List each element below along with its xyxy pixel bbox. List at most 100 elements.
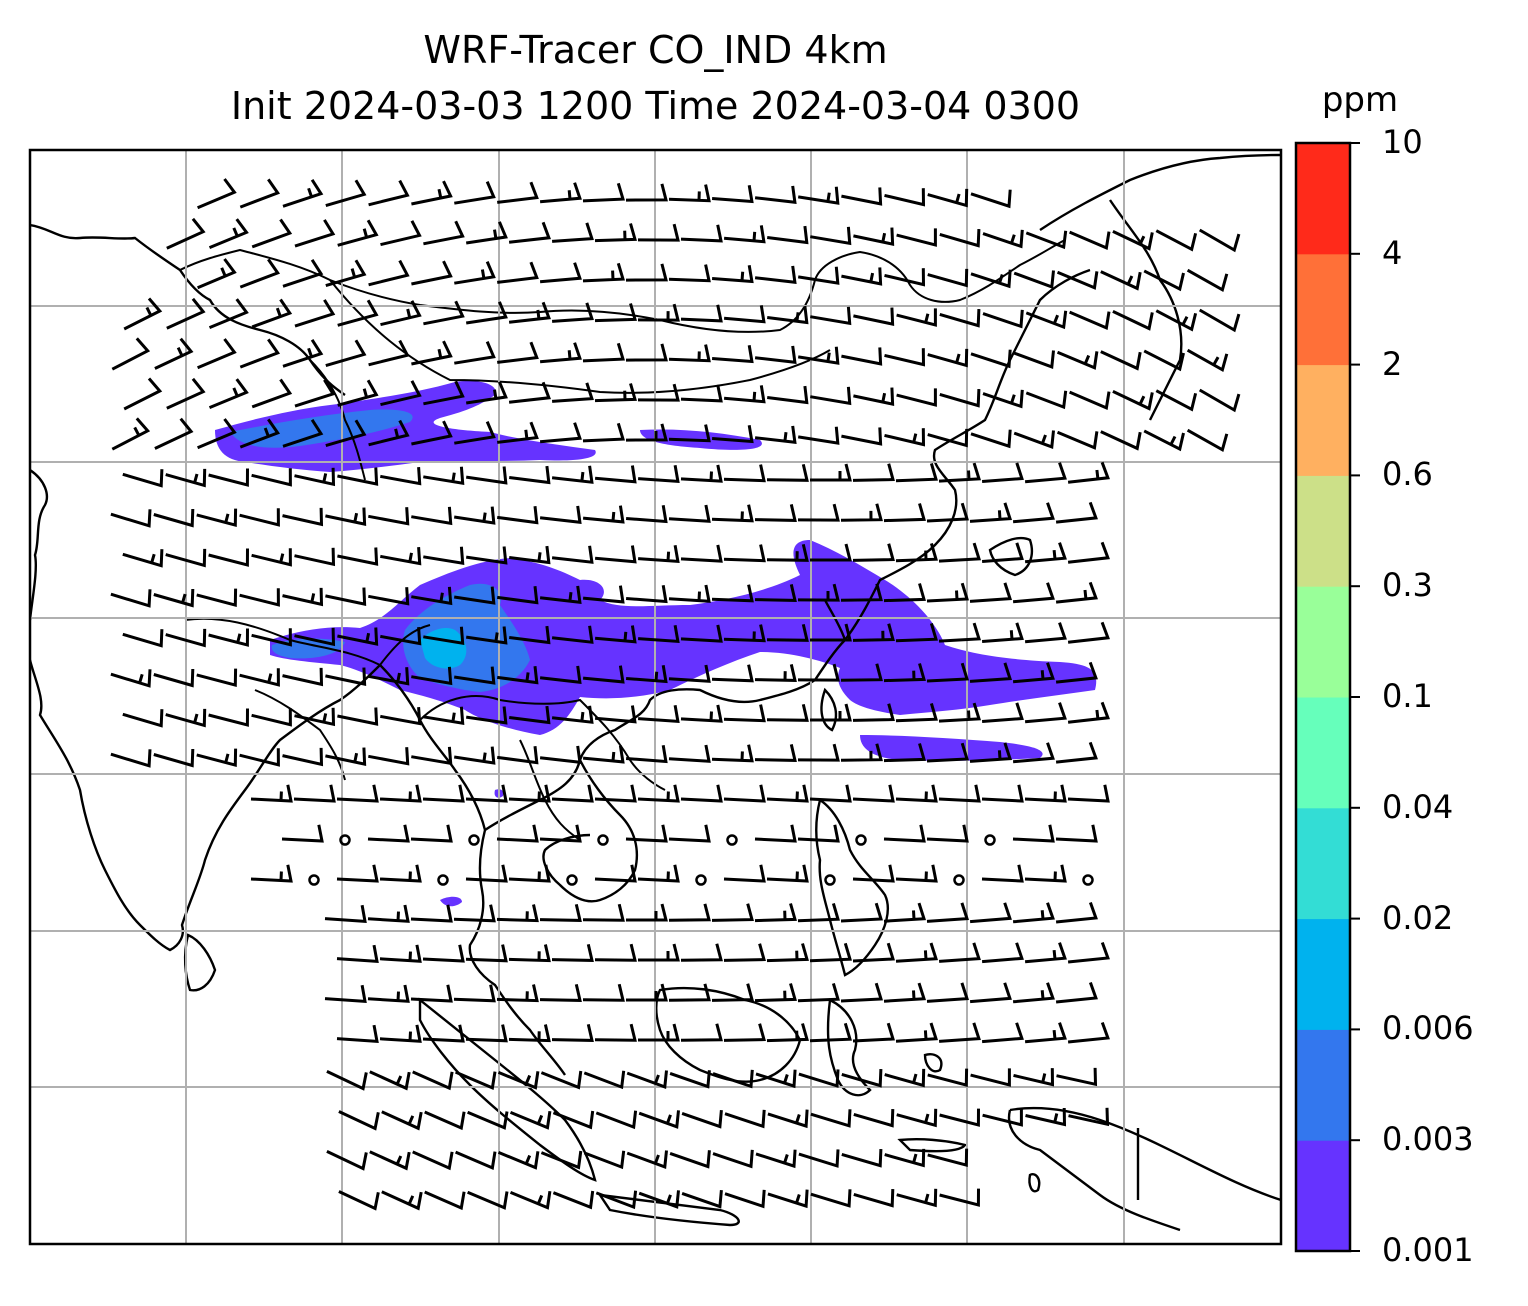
- wind-barb: [454, 341, 496, 365]
- wind-barb: [852, 623, 895, 642]
- wind-barb: [970, 189, 1012, 209]
- wind-barb: [326, 1150, 368, 1171]
- wind-barb: [539, 262, 582, 284]
- colorbar-band: [1296, 253, 1350, 366]
- wind-barb: [411, 420, 453, 446]
- wind-barb: [926, 982, 970, 1003]
- wind-barb: [853, 387, 895, 406]
- wind-barb: [594, 784, 637, 803]
- wind-barb: [110, 509, 152, 528]
- wind-barb: [809, 942, 852, 963]
- wind-barb: [680, 224, 723, 243]
- wind-barb-calm: [953, 874, 965, 886]
- wind-barb: [668, 424, 711, 443]
- wind-barb: [723, 943, 766, 962]
- wind-barb: [282, 338, 324, 368]
- wind-barb: [625, 343, 668, 362]
- wind-barb: [767, 225, 809, 245]
- wind-barb: [582, 585, 625, 604]
- wind-barb: [1012, 982, 1055, 1004]
- plume-small-1: [440, 896, 462, 907]
- wind-barb: [582, 422, 625, 443]
- wind-barb: [122, 469, 164, 488]
- wind-barb: [767, 305, 809, 325]
- coast-india-subcontinent: [30, 469, 381, 952]
- wind-barb: [927, 428, 969, 448]
- wind-barb: [509, 625, 551, 645]
- wind-barb: [711, 425, 754, 444]
- wind-barb: [711, 345, 754, 364]
- wind-barb: [810, 226, 852, 246]
- wind-barb: [412, 1070, 454, 1091]
- wind-barb: [411, 180, 453, 206]
- wind-barb: [465, 546, 508, 565]
- wind-barb: [410, 904, 453, 923]
- wind-barb: [551, 222, 594, 243]
- wind-barb: [939, 389, 981, 408]
- wind-barb: [1067, 941, 1110, 964]
- coast-indochina: [484, 599, 847, 831]
- wind-barb: [712, 1069, 754, 1089]
- wind-barb: [766, 623, 809, 642]
- wind-barb: [797, 743, 840, 762]
- wind-barb: [282, 507, 324, 527]
- wind-barb: [938, 462, 982, 483]
- wind-barb: [594, 705, 637, 724]
- wind-barb: [368, 747, 410, 766]
- coast-china-east: [844, 268, 1091, 641]
- wind-barb: [239, 508, 280, 527]
- colorbar-tick-label: 0.02: [1382, 898, 1454, 937]
- wind-barb: [754, 584, 797, 602]
- wind-barb: [1067, 621, 1110, 644]
- wind-barb: [551, 943, 594, 962]
- wind-barb: [539, 585, 582, 605]
- wind-barb: [755, 1069, 797, 1089]
- wind-barb: [680, 784, 723, 803]
- wind-barb: [981, 702, 1024, 723]
- wind-barb: [336, 784, 379, 803]
- wind-barb: [723, 544, 766, 563]
- border-misc-1: [254, 689, 346, 781]
- wind-barb: [669, 1150, 711, 1169]
- wind-barb: [582, 983, 625, 1002]
- coast-taiwan: [820, 687, 838, 732]
- wind-barb: [467, 1190, 509, 1210]
- wind-barb: [1012, 582, 1055, 604]
- wind-barb: [1069, 390, 1111, 411]
- wind-barb: [294, 627, 336, 647]
- wind-barb: [939, 1108, 980, 1127]
- wind-barb: [970, 1068, 1011, 1087]
- wind-barb: [497, 1151, 540, 1170]
- wind-barb: [368, 419, 410, 447]
- wind-barb: [638, 943, 680, 962]
- wind-barb: [1186, 428, 1229, 453]
- wind-barb: [723, 864, 766, 883]
- coast-india-west: [30, 223, 346, 396]
- wind-barb: [841, 427, 883, 446]
- colorbar-band: [1296, 807, 1350, 920]
- wind-barb: [1100, 350, 1142, 371]
- wind-barb: [1198, 228, 1241, 253]
- wind-barb: [153, 668, 195, 688]
- wind-barb: [423, 466, 465, 485]
- wind-barb: [539, 342, 582, 364]
- wind-barb: [896, 1108, 938, 1128]
- wind-barb: [723, 385, 766, 404]
- wind-barb: [754, 425, 797, 445]
- wind-barb: [239, 588, 280, 607]
- wind-barb: [1025, 230, 1068, 250]
- wind-barb: [896, 1188, 938, 1208]
- wind-barbs: [110, 178, 1241, 1211]
- wind-barb: [680, 304, 723, 323]
- wind-barb: [1055, 981, 1098, 1004]
- border-laos: [519, 739, 581, 841]
- wind-barb: [423, 220, 465, 246]
- wind-barb: [594, 864, 637, 883]
- wind-barb: [423, 300, 465, 326]
- wind-barb: [841, 1069, 883, 1088]
- coast-new-guinea: [1007, 1106, 1281, 1232]
- wind-barb: [895, 622, 938, 643]
- wind-barb: [1143, 269, 1185, 292]
- wind-barb: [239, 748, 280, 767]
